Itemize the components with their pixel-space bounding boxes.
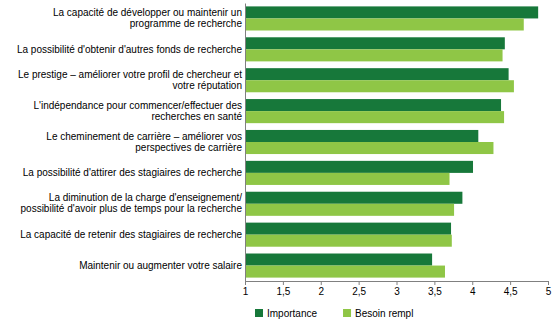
- legend-swatch: [343, 309, 351, 317]
- bar: [245, 6, 538, 18]
- bar: [245, 142, 493, 154]
- x-tick-mark: [434, 281, 435, 285]
- x-tick-label: 1: [243, 286, 249, 297]
- legend-item: Importance: [255, 308, 317, 319]
- x-tick: 2,5: [352, 281, 366, 297]
- y-tick-label: La possibilité d'obtenir d'autres fonds …: [17, 44, 243, 55]
- bar: [245, 235, 452, 247]
- bars: [245, 6, 538, 277]
- y-tick-label: La capacité de retenir des stagiaires de…: [20, 229, 242, 240]
- bar: [245, 37, 505, 49]
- y-tick: La possibilité d'obtenir d'autres fonds …: [17, 44, 245, 55]
- x-tick-mark: [548, 281, 549, 285]
- legend-swatch: [255, 309, 263, 317]
- bar: [245, 99, 501, 111]
- y-tick: La diminution de la charge d'enseignemen…: [21, 192, 245, 214]
- x-tick-mark: [397, 281, 398, 285]
- bar: [245, 204, 454, 216]
- bar: [245, 68, 509, 80]
- y-tick: Maintenir ou augmenter votre salaire: [79, 260, 245, 271]
- bar: [245, 173, 450, 185]
- x-tick-label: 5: [546, 286, 552, 297]
- x-tick: 3,5: [428, 281, 442, 297]
- x-tick-label: 4,5: [504, 286, 518, 297]
- x-tick-mark: [472, 281, 473, 285]
- x-tick-mark: [359, 281, 360, 285]
- y-tick: La capacité de retenir des stagiaires de…: [20, 229, 245, 240]
- bar: [245, 111, 504, 123]
- y-tick: Le prestige – améliorer votre profil de …: [18, 69, 245, 91]
- x-tick: 4: [470, 281, 476, 297]
- y-tick: La capacité de développer ou maintenir u…: [53, 7, 245, 29]
- legend-item: Besoin rempl: [343, 308, 413, 319]
- y-tick-label: La capacité de développer ou maintenir u…: [53, 7, 242, 29]
- x-tick-mark: [510, 281, 511, 285]
- legend-label: Importance: [267, 308, 317, 319]
- bar: [245, 80, 514, 92]
- x-tick: 5: [546, 281, 552, 297]
- x-tick: 2: [318, 281, 324, 297]
- x-tick-label: 2,5: [352, 286, 366, 297]
- y-tick-label: Le prestige – améliorer votre profil de …: [18, 69, 242, 91]
- x-tick: 3: [394, 281, 400, 297]
- x-tick: 4,5: [504, 281, 518, 297]
- bar: [245, 254, 432, 266]
- x-tick: 1,5: [276, 281, 290, 297]
- y-tick-label: Maintenir ou augmenter votre salaire: [79, 260, 242, 271]
- x-tick-mark: [283, 281, 284, 285]
- legend: Importance Besoin rempl: [255, 308, 413, 319]
- y-tick-label: La diminution de la charge d'enseignemen…: [21, 192, 243, 214]
- x-tick-label: 3: [394, 286, 400, 297]
- x-tick-mark: [245, 281, 246, 285]
- y-axis: La capacité de développer ou maintenir u…: [17, 4, 246, 282]
- x-tick-label: 1,5: [276, 286, 290, 297]
- x-tick: 1: [243, 281, 249, 297]
- y-tick: Le cheminement de carrière – améliorer v…: [46, 131, 245, 153]
- y-tick: L'indépendance pour commencer/effectuer …: [33, 100, 245, 122]
- y-tick: La possibilité d'attirer des stagiaires …: [23, 167, 245, 178]
- y-tick-label: La possibilité d'attirer des stagiaires …: [23, 167, 243, 178]
- x-tick-label: 3,5: [428, 286, 442, 297]
- plot: 1 1,5 2 2,5 3 3,5 4 4,5 5 La capacité de développ…: [17, 4, 552, 298]
- x-tick-mark: [321, 281, 322, 285]
- chart: 1 1,5 2 2,5 3 3,5 4 4,5 5 La capacité de développ…: [0, 0, 552, 325]
- x-axis: 1 1,5 2 2,5 3 3,5 4 4,5 5: [243, 281, 552, 297]
- bar: [245, 18, 524, 30]
- bar: [245, 49, 503, 61]
- x-tick-label: 2: [318, 286, 324, 297]
- y-tick-label: Le cheminement de carrière – améliorer v…: [46, 131, 242, 153]
- bar: [245, 192, 462, 204]
- bar: [245, 223, 451, 235]
- legend-label: Besoin rempl: [355, 308, 413, 319]
- bar: [245, 266, 445, 278]
- y-axis-line: [245, 4, 246, 282]
- y-tick-label: L'indépendance pour commencer/effectuer …: [33, 100, 242, 122]
- bar: [245, 161, 473, 173]
- x-tick-label: 4: [470, 286, 476, 297]
- bar: [245, 130, 478, 142]
